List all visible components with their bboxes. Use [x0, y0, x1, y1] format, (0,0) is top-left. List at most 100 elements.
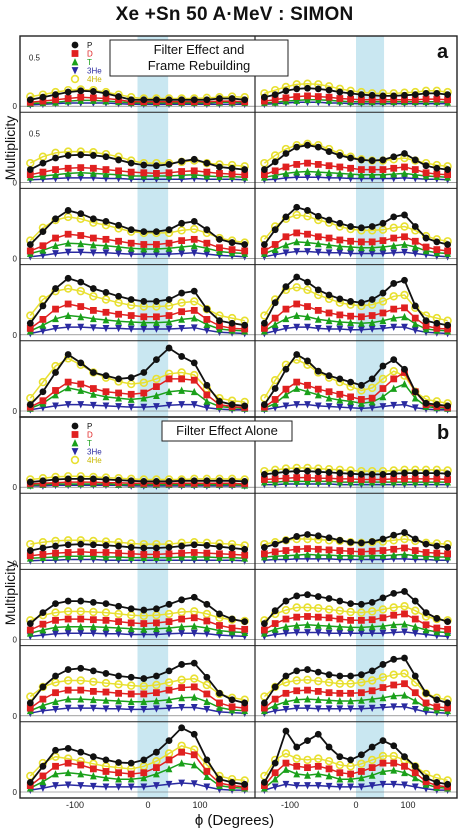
- x-tick-label: 100: [400, 800, 415, 810]
- data-point-D: [390, 305, 398, 313]
- data-point-D: [336, 236, 344, 244]
- data-point-3He: [357, 405, 365, 413]
- series-line-T: [264, 480, 448, 483]
- data-point-T: [216, 247, 223, 255]
- data-point-3He: [52, 705, 59, 714]
- data-point-4He: [177, 607, 186, 617]
- data-point-3He: [325, 705, 333, 713]
- data-point-D: [102, 688, 110, 696]
- data-point-P: [347, 378, 355, 386]
- data-point-T: [127, 318, 135, 326]
- data-point-D: [314, 385, 322, 393]
- data-point-P: [140, 369, 148, 376]
- data-point-D: [102, 768, 110, 775]
- data-point-T: [347, 397, 355, 405]
- data-point-3He: [127, 705, 135, 714]
- data-point-P: [411, 597, 419, 605]
- data-point-P: [314, 532, 322, 540]
- data-point-T: [422, 552, 430, 560]
- data-point-P: [178, 661, 186, 668]
- data-point-3He: [77, 629, 85, 638]
- data-point-P: [140, 96, 148, 104]
- data-point-T: [411, 394, 419, 402]
- data-point-D: [304, 303, 311, 310]
- data-point-3He: [190, 401, 198, 409]
- data-point-T: [282, 765, 290, 773]
- data-point-D: [89, 234, 97, 242]
- data-point-P: [89, 667, 97, 675]
- data-point-D: [26, 626, 34, 634]
- data-point-P: [203, 226, 211, 234]
- data-point-D: [89, 688, 97, 695]
- data-point-3He: [293, 782, 301, 790]
- data-point-T: [190, 622, 198, 630]
- data-point-D: [260, 550, 268, 558]
- data-point-P: [140, 675, 148, 682]
- data-point-T: [401, 691, 408, 699]
- data-point-D: [165, 618, 173, 626]
- data-point-P: [379, 92, 387, 100]
- data-point-3He: [282, 780, 290, 789]
- data-point-T: [178, 243, 186, 251]
- series-line-3He: [30, 251, 245, 258]
- data-point-3He: [115, 250, 122, 258]
- data-point-T: [165, 624, 173, 632]
- legend-marker-3He: [71, 448, 79, 456]
- data-point-P: [77, 210, 85, 218]
- data-point-4He: [89, 677, 98, 686]
- data-point-D: [203, 391, 211, 399]
- data-point-3He: [89, 782, 97, 791]
- data-point-P: [304, 207, 311, 214]
- data-point-4He: [303, 285, 312, 295]
- data-point-D: [260, 247, 268, 255]
- data-point-P: [325, 534, 333, 542]
- data-point-P: [153, 544, 160, 552]
- data-point-P: [314, 468, 322, 476]
- data-point-P: [39, 544, 47, 552]
- data-point-P: [190, 659, 198, 667]
- data-point-T: [271, 775, 279, 783]
- series-line-3He: [264, 250, 448, 258]
- data-point-T: [379, 392, 387, 401]
- data-point-3He: [165, 704, 173, 712]
- data-point-P: [216, 543, 223, 551]
- data-point-3He: [336, 403, 344, 412]
- data-point-P: [401, 365, 408, 373]
- data-point-D: [271, 314, 279, 322]
- data-point-T: [357, 170, 365, 179]
- data-point-D: [271, 96, 279, 104]
- data-point-P: [115, 221, 122, 229]
- data-point-D: [325, 765, 333, 773]
- data-point-D: [390, 611, 398, 619]
- data-point-T: [401, 380, 408, 388]
- panel-label-a: a: [437, 41, 449, 63]
- data-point-4He: [281, 749, 291, 758]
- data-point-D: [368, 764, 376, 772]
- data-point-T: [293, 551, 301, 559]
- data-point-P: [241, 96, 249, 104]
- series-line-4He: [263, 672, 448, 701]
- data-point-T: [314, 695, 322, 704]
- data-point-D: [304, 474, 311, 481]
- y-tick-zero: 0: [13, 712, 18, 721]
- data-point-P: [260, 241, 268, 248]
- data-point-3He: [314, 782, 322, 790]
- data-point-P: [325, 216, 333, 224]
- data-point-P: [314, 730, 322, 738]
- data-point-P: [203, 542, 211, 549]
- data-point-D: [127, 312, 135, 319]
- data-point-P: [140, 298, 148, 305]
- data-point-3He: [314, 248, 322, 257]
- data-point-3He: [39, 707, 47, 715]
- data-point-P: [336, 753, 344, 761]
- data-point-D: [89, 385, 97, 392]
- data-point-4He: [177, 298, 186, 307]
- data-point-4He: [190, 674, 199, 683]
- data-point-T: [357, 696, 365, 704]
- data-point-P: [293, 592, 301, 600]
- data-point-D: [115, 167, 122, 175]
- data-point-P: [178, 596, 186, 604]
- data-point-D: [325, 162, 333, 170]
- data-point-P: [241, 780, 249, 788]
- data-point-D: [325, 614, 333, 622]
